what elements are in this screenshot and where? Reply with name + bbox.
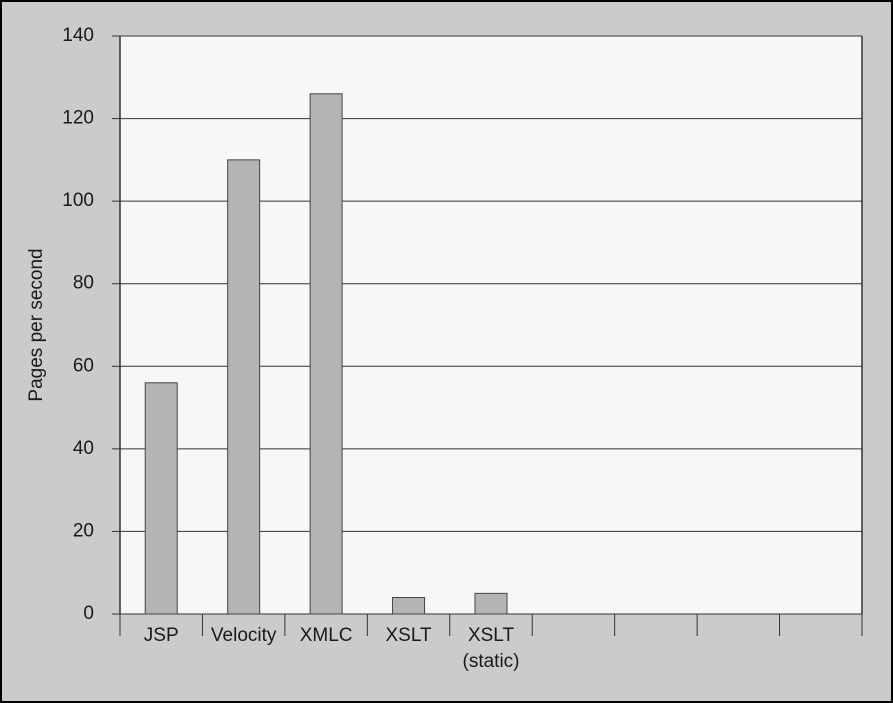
x-tick-label: XSLT (static) [463,625,520,672]
y-tick-label: 20 [73,520,94,541]
bar [227,159,261,615]
y-axis-label: Pages per second [26,248,47,401]
y-tick-label: 40 [73,438,94,459]
y-tick-label: 140 [62,25,94,46]
x-tick-label: XMLC [300,625,353,646]
bar [474,592,508,615]
y-tick-label: 100 [62,190,94,211]
bar [144,382,178,615]
y-tick-label: 0 [83,603,94,624]
x-tick-label: XSLT [386,625,433,646]
x-tick-label: JSP [144,625,179,646]
y-tick-label: 60 [73,355,94,376]
x-tick-label: Velocity [211,625,277,646]
y-tick-label: 80 [73,273,94,294]
y-tick-label: 120 [62,108,94,129]
bar [392,596,426,615]
bar [309,93,343,615]
